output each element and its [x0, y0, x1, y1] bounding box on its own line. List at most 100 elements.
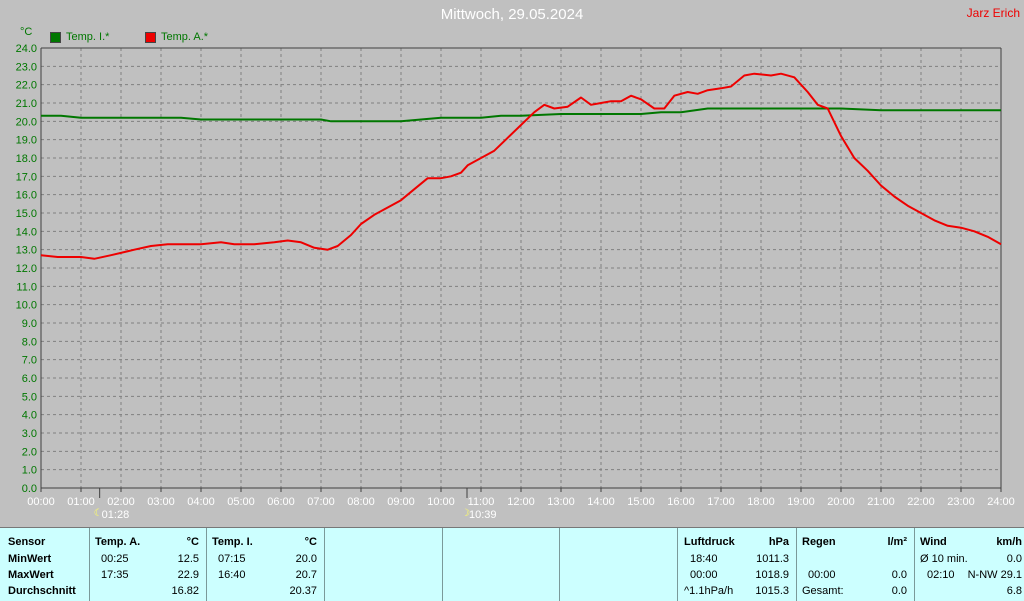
rain-header: Regen [802, 536, 836, 548]
x-tick-label: 21:00 [867, 496, 895, 508]
x-tick-label: 02:00 [107, 496, 135, 508]
x-tick-label: 22:00 [907, 496, 935, 508]
time-marker-label: 01:28 [102, 509, 130, 521]
wind-max-time: 02:10 [927, 569, 955, 581]
panel-divider [914, 528, 915, 601]
pressure-min-time: 18:40 [690, 553, 718, 565]
time-marker-icon: ☾ [94, 508, 103, 519]
pressure-header: Luftdruck [684, 536, 735, 548]
y-tick-label: 7.0 [22, 355, 37, 367]
temp-i-header: Temp. I. [212, 536, 253, 548]
temp-a-header: Temp. A. [95, 536, 141, 548]
y-tick-label: 3.0 [22, 428, 37, 440]
station-author: Jarz Erich [966, 6, 1020, 20]
y-tick-label: 16.0 [16, 190, 37, 202]
x-tick-label: 15:00 [627, 496, 655, 508]
y-tick-label: 10.0 [16, 300, 37, 312]
wind-header: Wind [920, 536, 947, 548]
x-tick-label: 16:00 [667, 496, 695, 508]
y-tick-label: 21.0 [16, 98, 37, 110]
legend-item-temp-outer[interactable]: Temp. A.* [145, 31, 208, 43]
x-tick-label: 20:00 [827, 496, 855, 508]
temp-a-max-time: 17:35 [101, 569, 129, 581]
pressure-avg-value: 1015.3 [755, 585, 789, 597]
y-tick-label: 20.0 [16, 116, 37, 128]
rain-unit: l/m² [887, 536, 907, 548]
x-tick-label: 24:00 [987, 496, 1015, 508]
wind-day-value: 6.8 [1006, 585, 1022, 597]
chart-title: Mittwoch, 29.05.2024 [440, 6, 584, 23]
pressure-max-value: 1018.9 [755, 569, 789, 581]
series-line-temp-outer [40, 72, 1002, 260]
temp-i-avg-value: 20.37 [289, 585, 317, 597]
x-tick-label: 00:00 [27, 496, 55, 508]
y-tick-label: 14.0 [16, 226, 37, 238]
y-tick-label: 18.0 [16, 153, 37, 165]
y-tick-label: 5.0 [22, 391, 37, 403]
time-marker-icon: ☽ [461, 508, 470, 519]
y-tick-label: 4.0 [22, 410, 37, 422]
y-tick-label: 0.0 [22, 483, 37, 495]
x-tick-label: 23:00 [947, 496, 975, 508]
rain-total-label: Gesamt: [802, 585, 844, 597]
panel-divider [206, 528, 207, 601]
wind-avg-label: Ø 10 min. [920, 553, 968, 565]
x-tick-label: 04:00 [187, 496, 215, 508]
legend-swatch-green [50, 31, 61, 43]
x-tick-label: 03:00 [147, 496, 175, 508]
x-tick-label: 17:00 [707, 496, 735, 508]
rain-max-value: 0.0 [891, 569, 907, 581]
temp-a-unit: °C [186, 536, 199, 548]
wind-unit: km/h [996, 536, 1022, 548]
x-tick-label: 11:00 [468, 496, 495, 508]
sensor-header: Sensor [8, 536, 46, 548]
statistics-panel: Sensor MinWert MaxWert Durchschnitt Temp… [0, 527, 1024, 601]
x-tick-label: 08:00 [347, 496, 375, 508]
x-tick-label: 10:00 [427, 496, 455, 508]
max-label: MaxWert [8, 569, 54, 581]
rain-max-time: 00:00 [808, 569, 836, 581]
y-tick-label: 23.0 [16, 61, 37, 73]
x-tick-label: 09:00 [387, 496, 415, 508]
series-line-temp-inner [41, 107, 1001, 123]
y-tick-label: 22.0 [16, 80, 37, 92]
x-tick-label: 13:00 [547, 496, 575, 508]
y-tick-label: 6.0 [22, 373, 37, 385]
x-tick-label: 18:00 [747, 496, 775, 508]
y-tick-label: 17.0 [16, 171, 37, 183]
temp-i-min-time: 07:15 [218, 553, 246, 565]
pressure-min-value: 1011.3 [756, 553, 789, 565]
x-tick-label: 19:00 [787, 496, 815, 508]
temp-a-min-time: 00:25 [101, 553, 129, 565]
legend-label-temp-outer: Temp. A.* [161, 31, 209, 43]
panel-divider [442, 528, 443, 601]
temp-i-unit: °C [304, 536, 317, 548]
pressure-trend: ^1.1hPa/h [684, 585, 734, 597]
panel-divider [559, 528, 560, 601]
y-tick-label: 15.0 [16, 208, 37, 220]
x-tick-label: 07:00 [307, 496, 335, 508]
wind-max-value: N-NW 29.1 [967, 569, 1022, 581]
temperature-chart: 0.0 1.0 2.0 3.0 4.0 5.0 6.0 7.0 8.0 9.0 10.0 11.0 12… [16, 43, 1015, 521]
panel-divider [677, 528, 678, 601]
panel-divider [89, 528, 90, 601]
x-tick-label: 14:00 [587, 496, 615, 508]
temp-i-max-value: 20.7 [295, 569, 317, 581]
time-marker-label: 10:39 [469, 509, 497, 521]
pressure-unit: hPa [768, 536, 789, 548]
y-tick-label: 11.0 [16, 281, 37, 293]
x-tick-label: 06:00 [267, 496, 295, 508]
y-tick-label: 8.0 [22, 336, 37, 348]
min-label: MinWert [8, 553, 52, 565]
legend-item-temp-inner[interactable]: Temp. I.* [50, 31, 109, 43]
y-tick-label: 12.0 [16, 263, 37, 275]
wind-avg-value: 0.0 [1006, 553, 1022, 565]
y-tick-label: 9.0 [22, 318, 37, 330]
panel-divider [324, 528, 325, 601]
temp-a-min-value: 12.5 [177, 553, 199, 565]
y-tick-label: 1.0 [22, 465, 37, 477]
y-axis-unit: °C [20, 26, 33, 38]
panel-divider [796, 528, 797, 601]
legend-label-temp-inner: Temp. I.* [66, 31, 110, 43]
pressure-max-time: 00:00 [690, 569, 718, 581]
